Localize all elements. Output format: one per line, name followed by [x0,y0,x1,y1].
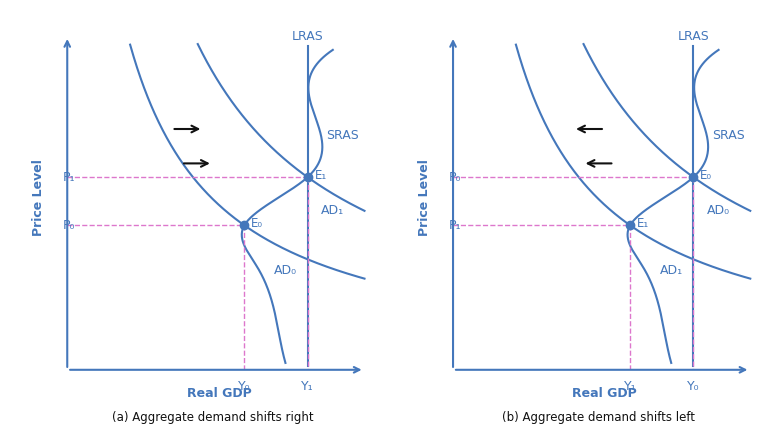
Text: Price Level: Price Level [32,160,45,236]
Text: P₀: P₀ [448,171,461,184]
Text: AD₁: AD₁ [321,204,345,217]
Text: Y₁: Y₁ [624,380,636,393]
Text: Y₀: Y₀ [238,380,250,393]
Text: P₁: P₁ [448,219,461,232]
Text: P₁: P₁ [62,171,75,184]
Text: E₀: E₀ [700,169,712,182]
Text: Real GDP: Real GDP [186,387,251,400]
Text: LRAS: LRAS [678,30,709,43]
Text: E₁: E₁ [314,169,327,182]
Text: AD₁: AD₁ [660,264,682,277]
Text: AD₀: AD₀ [707,204,730,217]
Text: Y₁: Y₁ [301,380,314,393]
Text: Price Level: Price Level [418,160,431,236]
Text: E₀: E₀ [251,217,264,230]
Text: Real GDP: Real GDP [573,387,637,400]
Text: E₁: E₁ [637,217,649,230]
Text: AD₀: AD₀ [274,264,297,277]
Text: SRAS: SRAS [712,129,745,142]
Text: Y₀: Y₀ [687,380,700,393]
Text: (a) Aggregate demand shifts right: (a) Aggregate demand shifts right [112,411,314,424]
Text: P₀: P₀ [62,219,75,232]
Text: (b) Aggregate demand shifts left: (b) Aggregate demand shifts left [502,411,695,424]
Text: SRAS: SRAS [327,129,360,142]
Text: LRAS: LRAS [292,30,324,43]
